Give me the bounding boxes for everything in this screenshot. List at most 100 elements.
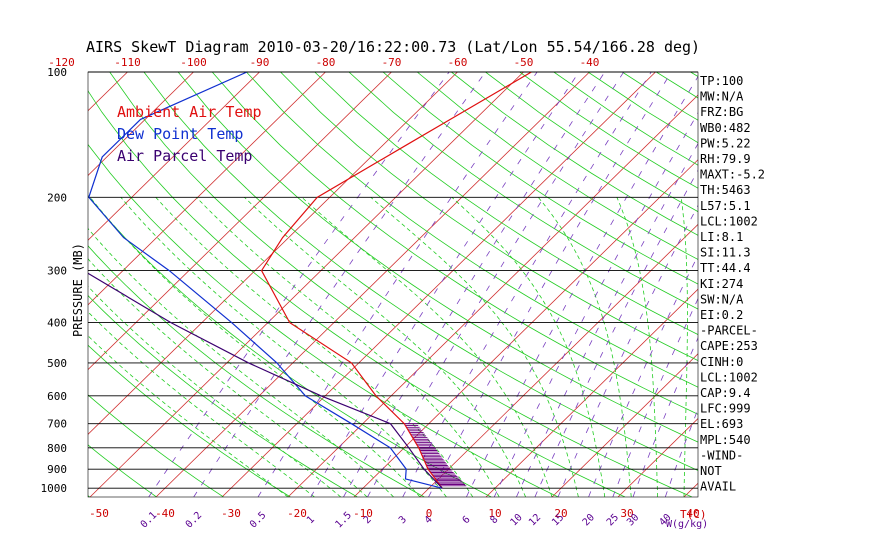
mixing-ratio-tick-label: 10 [508,512,524,528]
stat-line: FRZ:BG [700,105,743,119]
pressure-tick-label: 700 [47,418,67,431]
cape-hatched-area [404,423,467,487]
stat-line: LCL:1002 [700,214,758,228]
temp-tick-label-bottom: 10 [488,507,501,520]
stat-line: CINH:0 [700,355,743,369]
pressure-tick-label: 300 [47,265,67,278]
moist-adiabat-line [155,197,474,497]
isotherm-line [88,72,194,176]
isotherm-line [88,72,260,241]
mixing-ratio-line [612,297,698,497]
stat-line: NOT [700,464,722,478]
temp-tick-label-top: -60 [448,56,468,69]
pressure-tick-label: 500 [47,357,67,370]
dry-adiabat-line [88,444,157,497]
moist-adiabat-line [89,197,421,497]
isotherm-line [353,159,698,497]
temperature-axis-top: -120 -110 -100 -90 -80 -70 -60 -50 -40 [48,56,599,69]
temp-tick-label-top: -120 [48,56,75,69]
chart-title: AIRS SkewT Diagram 2010-03-20/16:22:00.7… [86,38,700,56]
isobar-lines [88,71,698,489]
temp-tick-label-bottom: 0 [426,507,433,520]
moist-adiabat-line [196,197,500,497]
dry-adiabat-line [485,72,698,213]
stat-line: MAXT:-5.2 [700,168,765,182]
pressure-axis: 100 200 300 400 500 600 700 800 900 1000 [41,66,68,495]
dry-adiabat-line [382,72,698,285]
mixing-ratio-line [193,72,486,497]
stat-line: LI:8.1 [700,230,743,244]
dry-adiabat-line [177,72,698,443]
mixing-ratio-tick-label: 4 [423,514,435,526]
mixing-ratio-line [534,169,698,497]
mixing-ratio-tick-label: 0.2 [184,510,205,531]
pressure-tick-label: 900 [47,463,67,476]
isotherm-line [221,72,656,497]
mixing-ratio-line [664,407,698,497]
isotherm-line [617,418,698,497]
plot-frame [87,71,699,498]
mixing-ratio-line [588,254,698,497]
stat-line: LCL:1002 [700,370,758,384]
dry-adiabat-line [109,72,693,497]
dry-adiabat-line [211,72,698,415]
moist-adiabat-line [88,258,368,497]
dry-adiabat-line [656,72,698,99]
temp-tick-label-bottom: 20 [554,507,567,520]
mixing-ratio-line [367,72,625,497]
mixing-ratio-line [428,72,672,497]
ambient-temp-line [260,72,532,489]
isotherm-line [88,72,326,306]
isotherm-line [816,72,870,497]
temp-tick-label-bottom: 40 [686,507,699,520]
stat-line: EL:693 [700,417,743,431]
temp-tick-label-bottom: -50 [89,507,109,520]
dry-adiabat-line [348,72,698,310]
stat-line: -PARCEL- [700,324,758,338]
moist-adiabat-line [88,335,289,497]
pressure-tick-label: 800 [47,442,67,455]
isotherm-line [89,72,524,497]
temp-tick-label-bottom: -10 [353,507,373,520]
mixing-ratio-line [557,204,698,497]
dry-adiabat-line [280,72,698,362]
moist-adiabat-line [616,197,658,497]
temp-tick-label-top: -110 [114,56,141,69]
mixing-ratio-tick-label: 3 [397,514,409,526]
temp-tick-label-top: -50 [514,56,534,69]
dewpoint-temp-line [88,72,443,489]
mixing-ratio-line [466,75,698,497]
moist-adiabat-line [120,197,447,497]
mixing-ratio-tick-label: 25 [605,512,621,528]
temp-tick-label-bottom: -40 [155,507,175,520]
moist-adiabat-line [370,196,579,497]
mixing-ratio-tick-label: 1.5 [333,510,354,531]
dry-adiabat-line [246,72,698,388]
mixing-ratio-line [493,112,698,497]
stat-line: MPL:540 [700,433,751,447]
dry-adiabat-line [88,90,626,497]
stat-line: SI:11.3 [700,246,751,260]
temp-tick-label-top: -100 [180,56,207,69]
stat-line: EI:0.2 [700,308,743,322]
moist-adiabat-line [680,197,688,497]
moist-adiabat-line [537,197,632,497]
mixing-ratio-tick-label: 20 [581,512,597,528]
moist-adiabat-line [451,197,606,497]
legend-entry: Dew Point Temp [117,125,243,143]
stat-line: MW:N/A [700,90,744,104]
stat-line: -WIND- [700,448,743,462]
moist-adiabat-line [88,311,315,497]
stat-line: KI:274 [700,277,743,291]
temp-tick-label-bottom: 30 [620,507,633,520]
isotherm-line [88,72,458,435]
stat-line: LFC:999 [700,402,751,416]
mixing-ratio-tick-label: 12 [527,512,543,528]
mixing-ratio-line [516,142,698,497]
mixing-ratio-tick-label: 0.5 [248,510,269,531]
dry-adiabat-line [88,245,425,497]
isotherm-line [88,72,392,371]
isotherm-line [750,72,870,497]
moist-adiabat-line [301,197,553,497]
mixing-ratio-line [310,72,580,497]
